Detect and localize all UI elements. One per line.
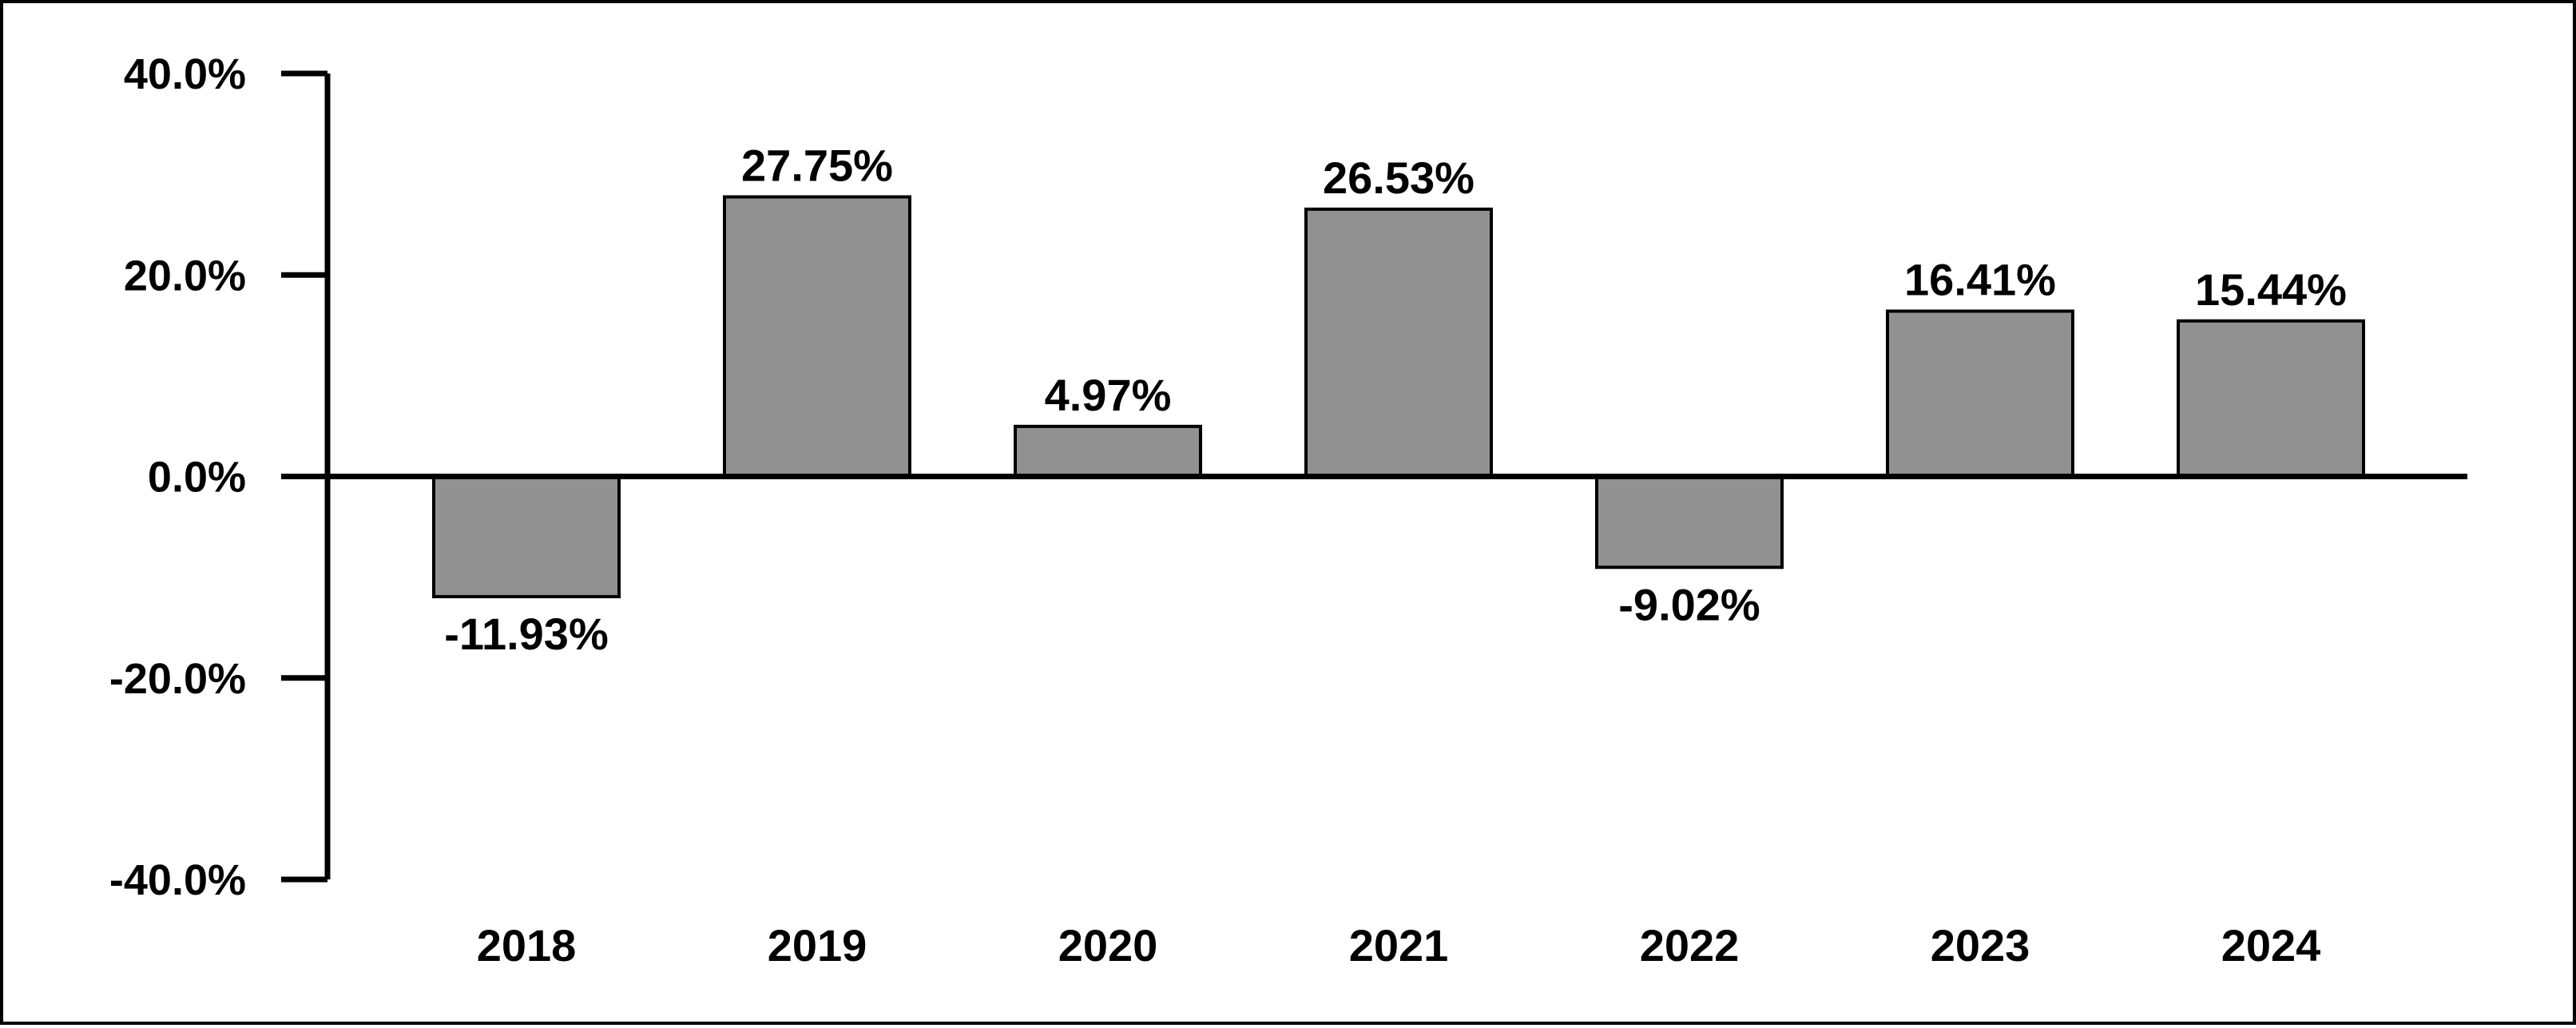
x-tick-label-2022: 2022 [1640,920,1740,970]
x-tick-label-2024: 2024 [2221,920,2321,970]
y-tick-label: 20.0% [124,252,246,300]
data-label-2022: -9.02% [1618,579,1760,629]
bar-2021 [1304,207,1493,478]
data-label-2023: 16.41% [1904,255,2056,305]
y-tick-label: -40.0% [109,856,246,904]
labels-layer: -11.93% 2018 27.75% 2019 4.97% 2020 26.53% 2021… [109,50,2347,970]
x-tick-label-2018: 2018 [477,920,577,970]
bar-2019 [723,195,911,478]
x-tick-label-2020: 2020 [1058,920,1158,970]
x-tick-label-2019: 2019 [768,920,867,970]
bar-2020 [1014,424,1202,478]
y-tick-label: 40.0% [124,50,246,98]
bar-2022 [1595,474,1784,570]
bar-2018 [432,474,621,598]
bars-layer [432,195,2365,598]
data-label-2021: 26.53% [1323,153,1475,203]
data-label-2020: 4.97% [1045,370,1172,420]
bar-2024 [2177,319,2365,478]
bar-2023 [1886,309,2074,478]
x-tick-label-2023: 2023 [1931,920,2030,970]
bar-chart: -11.93% 2018 27.75% 2019 4.97% 2020 26.53% 2021… [109,50,2467,970]
y-tick-label: 0.0% [148,454,246,502]
x-tick-label-2021: 2021 [1349,920,1449,970]
y-tick-label: -20.0% [109,655,246,703]
data-label-2024: 15.44% [2195,264,2347,315]
axis-layer [281,70,2467,883]
data-label-2018: -11.93% [444,609,609,659]
data-label-2019: 27.75% [741,141,893,191]
